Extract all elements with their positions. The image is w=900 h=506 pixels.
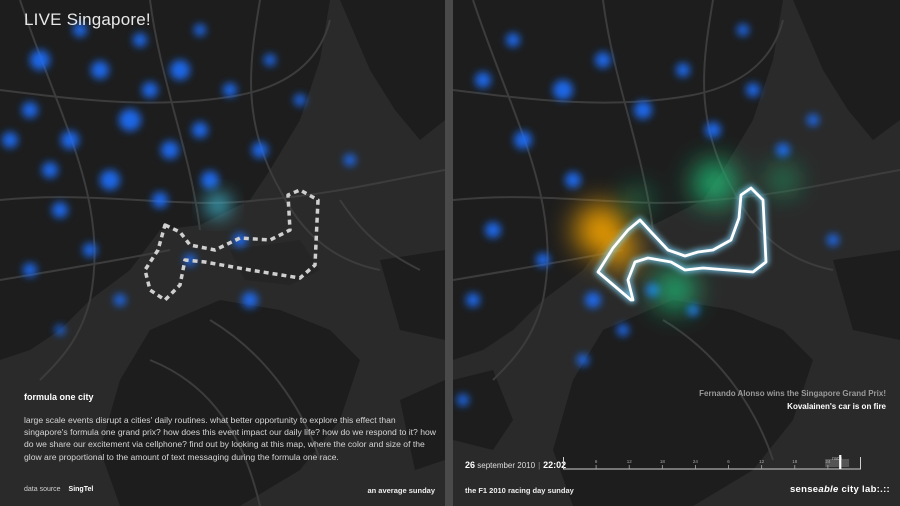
messaging-glow-blue (2, 23, 356, 335)
land-masses (0, 0, 445, 506)
date-separator: | (538, 461, 541, 470)
left-map-caption: an average sunday (367, 486, 435, 495)
time-readout: 22:02 (543, 460, 567, 470)
date-day: 26 (465, 460, 476, 470)
brand-suffix: city lab:.:: (838, 484, 890, 495)
timeline-tick-label: 6 (595, 459, 598, 464)
data-source-name: SingTel (68, 486, 94, 493)
data-source-label: data source (24, 486, 61, 493)
messaging-glow-blue-right (457, 24, 839, 406)
timeline-scrubber[interactable]: race 6 12 18 24 6 12 18 24 (563, 455, 861, 471)
news-subheadline: Kovalainen's car is on fire (787, 402, 886, 411)
brand-prefix: sense (789, 484, 819, 495)
land-masses-right (453, 0, 900, 506)
average-sunday-map-panel: LIVE Singapore! formula one city large s… (0, 0, 445, 506)
right-map-caption: the F1 2010 racing day sunday (465, 486, 574, 495)
race-period-band (825, 459, 850, 467)
data-source: data source SingTel (24, 486, 93, 493)
timeline-tick-label: 12 (759, 459, 765, 464)
timeline-tick-label: 18 (792, 459, 798, 464)
race-track-outline (143, 188, 320, 302)
news-headline: Fernando Alonso wins the Singapore Grand… (699, 389, 886, 398)
timeline-cursor (839, 455, 842, 469)
messaging-glow-green (628, 161, 795, 310)
race-track (596, 186, 768, 302)
race-day-map-panel: Fernando Alonso wins the Singapore Grand… (453, 0, 900, 506)
timeline-tick-label: 24 (825, 459, 831, 464)
date-time-readout: 26 september 2010 | 22:02 (465, 460, 566, 470)
timeline-tick-label: 24 (693, 459, 699, 464)
timeline-tick-label: 12 (627, 459, 633, 464)
average-sunday-map (0, 0, 445, 506)
messaging-glow-cyan (205, 192, 231, 218)
description-text: large scale events disrupt a cities' dai… (24, 415, 436, 462)
panel-divider (445, 0, 453, 506)
date-month-year: september 2010 (477, 461, 536, 470)
race-track-glow (595, 185, 769, 303)
timeline-tick-label: 6 (727, 459, 730, 464)
brand-logo: senseable city lab:.:: (790, 484, 890, 495)
race-day-map (453, 0, 900, 506)
section-heading: formula one city (24, 392, 94, 402)
race-label: race (832, 456, 842, 462)
page-title: LIVE Singapore! (24, 10, 151, 29)
brand-italic: able (818, 484, 839, 495)
timeline-tick-label: 18 (660, 459, 666, 464)
